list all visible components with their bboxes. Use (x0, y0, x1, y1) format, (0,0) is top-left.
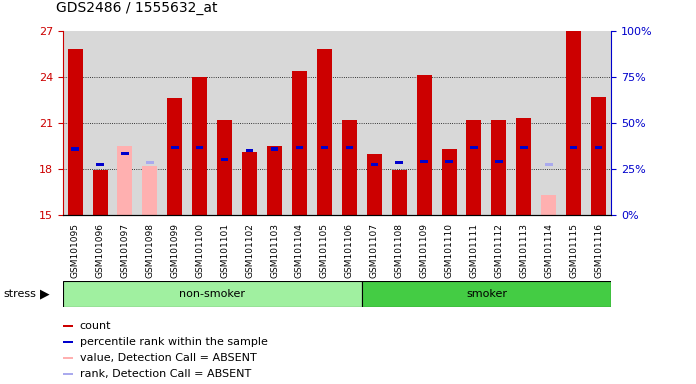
Bar (491, 120, 507, 215)
Bar (591, 97, 606, 215)
Bar (321, 146, 328, 149)
Bar (392, 170, 406, 215)
Bar (420, 160, 428, 163)
Bar (217, 120, 232, 215)
Bar (267, 146, 282, 215)
Bar (271, 147, 278, 151)
Text: ▶: ▶ (40, 288, 50, 301)
Bar (445, 160, 453, 163)
Bar (63, 372, 72, 375)
Bar (595, 146, 602, 149)
Bar (317, 49, 332, 215)
Bar (96, 163, 104, 166)
Bar (171, 146, 179, 149)
Bar (342, 120, 357, 215)
Bar (470, 146, 477, 149)
Text: count: count (79, 321, 111, 331)
Bar (192, 77, 207, 215)
Bar (417, 75, 432, 215)
Bar (395, 161, 403, 164)
Bar (196, 146, 203, 149)
Bar (246, 149, 253, 152)
Bar (143, 166, 157, 215)
Bar (441, 149, 457, 215)
Bar (567, 31, 581, 215)
Bar (495, 160, 503, 163)
Bar (121, 152, 129, 155)
Bar (370, 163, 378, 166)
FancyBboxPatch shape (362, 281, 611, 307)
Text: rank, Detection Call = ABSENT: rank, Detection Call = ABSENT (79, 369, 251, 379)
Bar (292, 71, 307, 215)
Bar (466, 120, 482, 215)
Text: percentile rank within the sample: percentile rank within the sample (79, 337, 267, 347)
Bar (346, 146, 353, 149)
Bar (221, 158, 228, 161)
FancyBboxPatch shape (63, 281, 362, 307)
Bar (242, 152, 257, 215)
Bar (93, 170, 107, 215)
Bar (146, 161, 154, 164)
Bar (516, 118, 531, 215)
Bar (545, 163, 553, 166)
Text: smoker: smoker (466, 289, 507, 299)
Bar (63, 341, 72, 343)
Text: value, Detection Call = ABSENT: value, Detection Call = ABSENT (79, 353, 256, 363)
Bar (167, 98, 182, 215)
Bar (296, 146, 303, 149)
Bar (68, 49, 83, 215)
Bar (72, 147, 79, 151)
Text: GDS2486 / 1555632_at: GDS2486 / 1555632_at (56, 2, 217, 15)
Bar (570, 146, 578, 149)
Text: stress: stress (3, 289, 36, 299)
Bar (63, 325, 72, 327)
Bar (520, 146, 528, 149)
Bar (118, 146, 132, 215)
Bar (541, 195, 556, 215)
Bar (63, 357, 72, 359)
Bar (367, 154, 381, 215)
Text: non-smoker: non-smoker (179, 289, 245, 299)
